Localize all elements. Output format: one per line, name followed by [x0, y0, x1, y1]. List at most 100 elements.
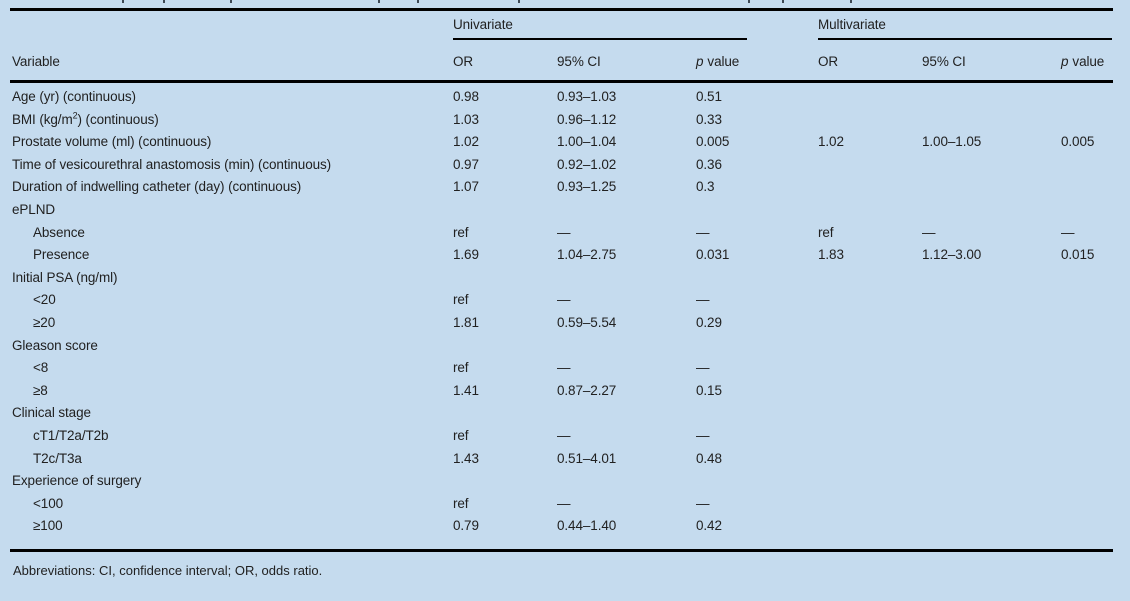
- cell-univariate-or: 1.03: [453, 111, 479, 127]
- cropped-caption-remnant: [417, 0, 419, 3]
- table-body: Age (yr) (continuous) 0.98 0.93–1.03 0.5…: [0, 86, 1130, 538]
- table-row: ePLND: [0, 199, 1130, 222]
- cell-multivariate-ci: 1.00–1.05: [922, 134, 982, 150]
- cell-univariate-pvalue: —: [696, 427, 710, 443]
- table-row: BMI (kg/m2) (continuous) 1.03 0.96–1.12 …: [0, 109, 1130, 132]
- header-bottom-rule: [10, 80, 1113, 83]
- cell-univariate-or: 1.69: [453, 247, 479, 263]
- table-row: ≥8 1.41 0.87–2.27 0.15: [0, 380, 1130, 403]
- cell-univariate-pvalue: 0.51: [696, 89, 722, 104]
- cell-univariate-ci: —: [557, 427, 571, 443]
- row-label: T2c/T3a: [33, 450, 82, 466]
- row-label: Absence: [33, 224, 85, 240]
- table-bottom-rule: [10, 549, 1113, 552]
- row-label: cT1/T2a/T2b: [33, 427, 109, 443]
- cell-univariate-pvalue: —: [696, 360, 710, 376]
- cell-univariate-ci: —: [557, 360, 571, 376]
- cell-univariate-or: 0.98: [453, 89, 479, 104]
- table-row: Clinical stage: [0, 402, 1130, 425]
- cell-univariate-ci: 1.04–2.75: [557, 247, 617, 263]
- p-value-word: value: [1072, 54, 1105, 69]
- cropped-caption-remnant: [518, 0, 520, 3]
- column-group-multivariate: Multivariate: [818, 17, 886, 32]
- cell-univariate-or: 1.81: [453, 314, 479, 330]
- cropped-caption-remnant: [850, 0, 852, 3]
- row-label: <100: [33, 495, 64, 511]
- table-row: Presence 1.69 1.04–2.75 0.031 1.83 1.12–…: [0, 244, 1130, 267]
- row-label: <20: [33, 292, 56, 308]
- row-label: Time of vesicourethral anastomosis (min)…: [12, 156, 332, 172]
- cell-univariate-ci: —: [557, 495, 571, 511]
- col-header-pvalue-univariate: p value: [696, 54, 739, 69]
- cell-univariate-ci: 0.87–2.27: [557, 382, 617, 398]
- row-label: <8: [33, 360, 49, 376]
- cell-univariate-or: ref: [453, 224, 469, 240]
- cell-univariate-or: 0.79: [453, 518, 479, 534]
- row-label: Age (yr) (continuous): [12, 89, 136, 104]
- col-header-ci-multivariate: 95% CI: [922, 54, 966, 69]
- cell-univariate-ci: 0.96–1.12: [557, 111, 617, 127]
- cell-multivariate-ci: —: [922, 224, 936, 240]
- table-row: ≥100 0.79 0.44–1.40 0.42: [0, 515, 1130, 538]
- cell-multivariate-pvalue: 0.015: [1061, 247, 1095, 263]
- cropped-caption-remnant: [163, 0, 165, 3]
- row-label: Presence: [33, 247, 90, 263]
- row-label: ePLND: [12, 201, 56, 217]
- cell-univariate-pvalue: —: [696, 495, 710, 511]
- cell-univariate-ci: 0.92–1.02: [557, 156, 617, 172]
- table-row: Duration of indwelling catheter (day) (c…: [0, 176, 1130, 199]
- univariate-spanner-rule: [453, 38, 747, 40]
- p-italic: p: [1061, 54, 1069, 69]
- row-label: ≥20: [33, 314, 56, 330]
- cell-univariate-or: ref: [453, 292, 469, 308]
- row-label: Experience of surgery: [12, 473, 142, 489]
- cropped-caption-remnant: [378, 0, 380, 3]
- cell-univariate-or: 1.02: [453, 134, 479, 150]
- col-header-or-multivariate: OR: [818, 54, 839, 69]
- cell-univariate-ci: —: [557, 224, 571, 240]
- cell-univariate-or: 1.07: [453, 179, 479, 195]
- cropped-caption-remnant: [122, 0, 124, 3]
- cell-univariate-ci: 0.93–1.25: [557, 179, 617, 195]
- multivariate-spanner-rule: [818, 38, 1112, 40]
- row-label: Clinical stage: [12, 405, 91, 421]
- cell-univariate-ci: —: [557, 292, 571, 308]
- cell-multivariate-pvalue: 0.005: [1061, 134, 1095, 150]
- p-value-word: value: [707, 54, 740, 69]
- table-row: <8 ref — —: [0, 357, 1130, 380]
- column-group-univariate: Univariate: [453, 17, 513, 32]
- cell-multivariate-or: 1.02: [818, 134, 844, 150]
- table-row: Absence ref — — ref — —: [0, 222, 1130, 245]
- p-italic: p: [696, 54, 704, 69]
- table-row: Gleason score: [0, 335, 1130, 358]
- cell-univariate-pvalue: 0.48: [696, 450, 722, 466]
- cell-univariate-pvalue: —: [696, 224, 710, 240]
- cell-univariate-or: 1.41: [453, 382, 479, 398]
- cropped-caption-remnant: [782, 0, 784, 3]
- cell-univariate-ci: 0.59–5.54: [557, 314, 617, 330]
- cell-univariate-pvalue: 0.15: [696, 382, 722, 398]
- cell-univariate-pvalue: 0.29: [696, 314, 722, 330]
- cell-multivariate-or: 1.83: [818, 247, 844, 263]
- table-row: ≥20 1.81 0.59–5.54 0.29: [0, 312, 1130, 335]
- cropped-caption-remnant: [230, 0, 232, 3]
- cell-univariate-ci: 0.44–1.40: [557, 518, 617, 534]
- cell-univariate-or: ref: [453, 427, 469, 443]
- table-row: <20 ref — —: [0, 289, 1130, 312]
- cell-multivariate-pvalue: —: [1061, 224, 1075, 240]
- cell-univariate-ci: 0.93–1.03: [557, 89, 617, 104]
- cell-multivariate-or: ref: [818, 224, 834, 240]
- col-header-or-univariate: OR: [453, 54, 474, 69]
- table-row: Time of vesicourethral anastomosis (min)…: [0, 154, 1130, 177]
- row-label: BMI (kg/m2) (continuous): [12, 110, 159, 127]
- table-row: cT1/T2a/T2b ref — —: [0, 425, 1130, 448]
- col-header-ci-univariate: 95% CI: [557, 54, 601, 69]
- cell-univariate-ci: 0.51–4.01: [557, 450, 617, 466]
- cell-univariate-pvalue: 0.031: [696, 247, 730, 263]
- cropped-caption-remnant: [748, 0, 750, 3]
- table-row: Age (yr) (continuous) 0.98 0.93–1.03 0.5…: [0, 86, 1130, 109]
- row-label: Duration of indwelling catheter (day) (c…: [12, 179, 302, 195]
- cell-univariate-pvalue: 0.3: [696, 179, 715, 195]
- table-row: Experience of surgery: [0, 470, 1130, 493]
